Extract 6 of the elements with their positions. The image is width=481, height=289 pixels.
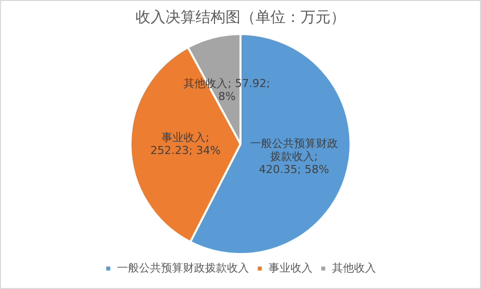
chart-title: 收入决算结构图（单位：万元） [136,8,346,26]
legend-label: 一般公共预算财政拨款收入 [116,261,249,274]
legend-label: 事业收入 [268,261,312,274]
data-label: 事业收入; 252.23; 34% [150,131,221,158]
data-label: 一般公共预算财政拨款收入; 420.35; 58% [250,136,338,176]
legend-label: 其他收入 [332,261,376,274]
